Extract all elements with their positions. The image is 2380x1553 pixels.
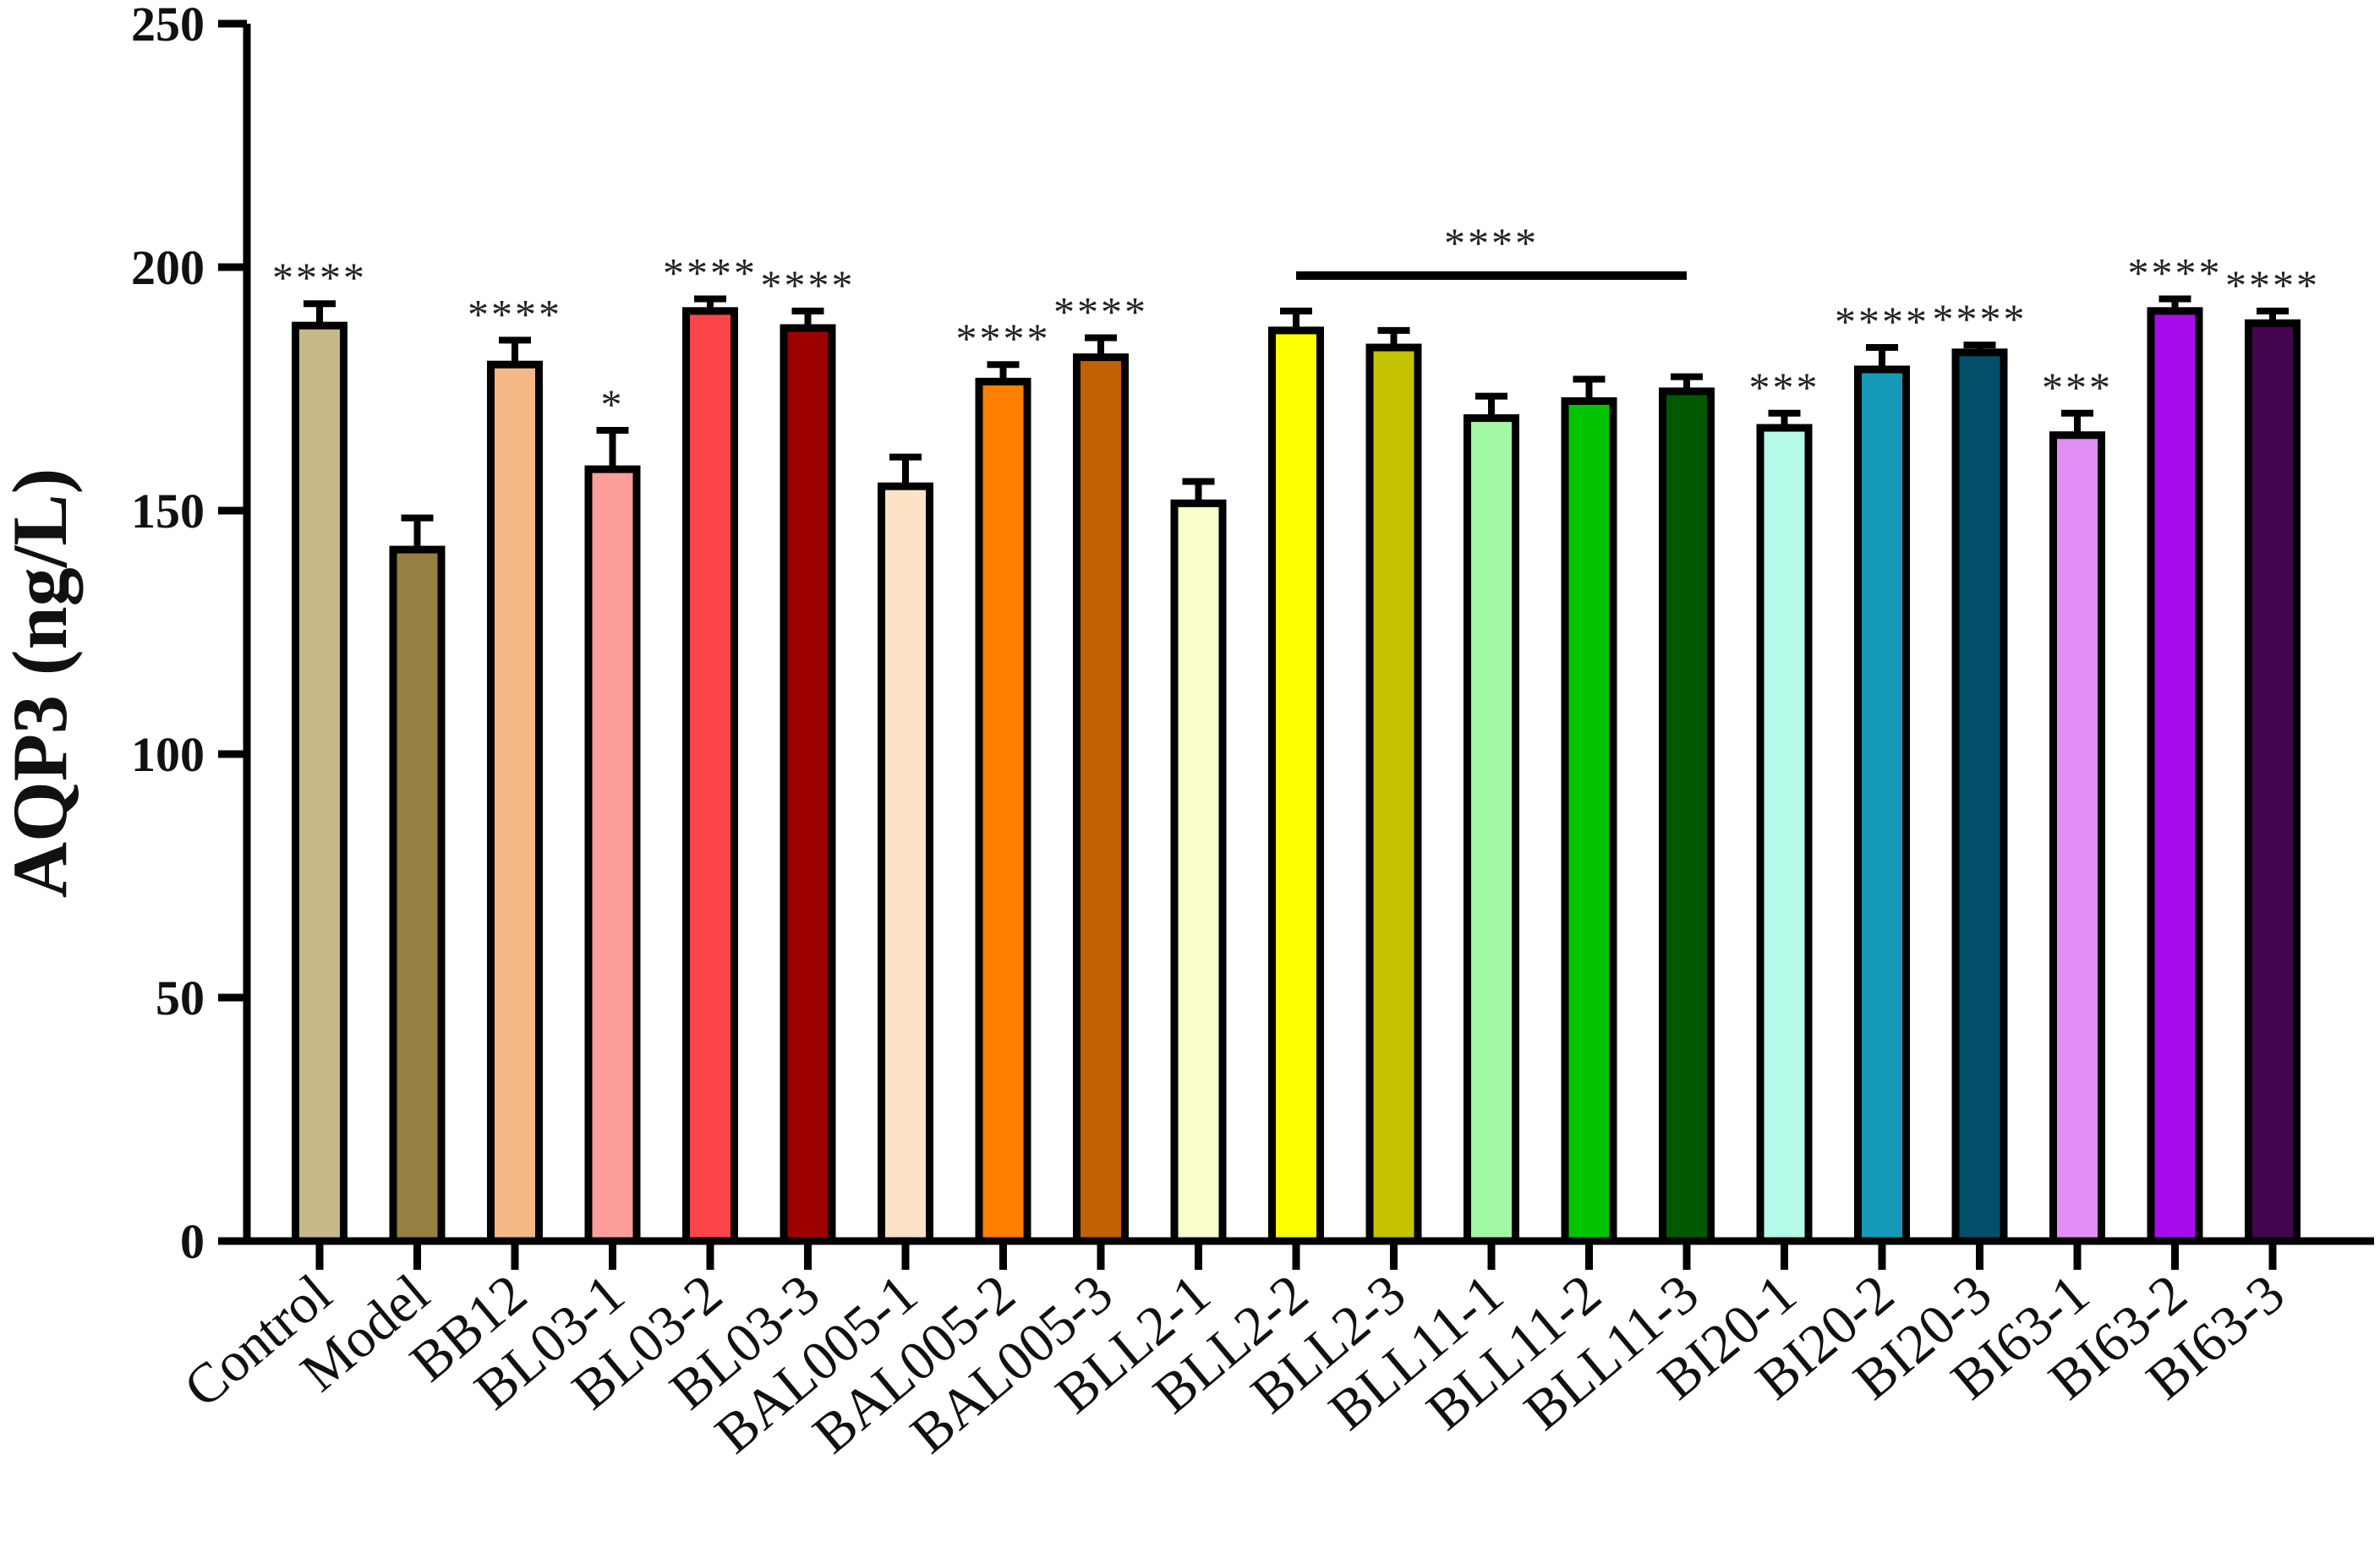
significance-label: **** xyxy=(1933,295,2027,342)
bar-bal005-1 xyxy=(878,482,933,1245)
x-axis: ControlModelBB12BL03-1BL03-2BL03-3BAL005… xyxy=(172,1237,2374,1465)
bar-bl03-3 xyxy=(780,324,836,1245)
significance-label: **** xyxy=(272,254,367,301)
bar-bl03-2 xyxy=(682,307,738,1245)
significance-label: **** xyxy=(2225,261,2320,309)
bar-bll2-1 xyxy=(1170,499,1227,1245)
y-axis-title: AQP3 (ng/L) xyxy=(0,468,83,899)
significance-label: **** xyxy=(468,290,562,337)
y-tick-label: 200 xyxy=(131,240,205,295)
significance-label: **** xyxy=(956,314,1051,362)
significance-label: **** xyxy=(1835,298,1929,345)
bars xyxy=(292,295,2301,1245)
bar-bll11-2 xyxy=(1561,396,1617,1245)
group-significance-label: **** xyxy=(1444,219,1539,266)
significance-label: **** xyxy=(761,261,856,309)
bar-bll11-1 xyxy=(1464,414,1519,1245)
bar-bi63-1 xyxy=(2049,431,2105,1245)
bar-bi20-3 xyxy=(1951,348,2008,1245)
y-tick-label: 100 xyxy=(131,727,205,782)
bar-bi63-2 xyxy=(2147,307,2203,1245)
bar-bll2-3 xyxy=(1365,343,1422,1245)
y-axis: 0 50 100 150 200 250 xyxy=(131,0,251,1269)
bar-bi20-1 xyxy=(1756,424,1813,1245)
y-tick-label: 0 xyxy=(180,1214,205,1269)
y-tick-label: 250 xyxy=(131,0,205,52)
significance-label: **** xyxy=(2128,249,2223,296)
bar-bb12 xyxy=(487,360,543,1245)
bar-bl03-1 xyxy=(584,465,641,1245)
bar-bal005-2 xyxy=(975,377,1031,1245)
significance-label: **** xyxy=(1053,288,1148,336)
bar-model xyxy=(389,545,446,1245)
bar-bi20-2 xyxy=(1854,365,1910,1245)
significance-label: *** xyxy=(2042,364,2113,411)
bar-control xyxy=(292,321,347,1245)
y-tick-label: 150 xyxy=(131,484,205,539)
significance-label: * xyxy=(601,380,625,428)
bar-bll11-3 xyxy=(1659,387,1715,1245)
significance-marks: ************* ******************* ********… xyxy=(272,219,2320,428)
significance-label: *** xyxy=(1749,364,1820,411)
bar-bll2-2 xyxy=(1268,326,1324,1245)
bar-bi63-3 xyxy=(2245,319,2301,1245)
significance-label: **** xyxy=(663,249,758,296)
y-tick-label: 50 xyxy=(156,971,205,1025)
bar-bal005-3 xyxy=(1073,353,1129,1245)
